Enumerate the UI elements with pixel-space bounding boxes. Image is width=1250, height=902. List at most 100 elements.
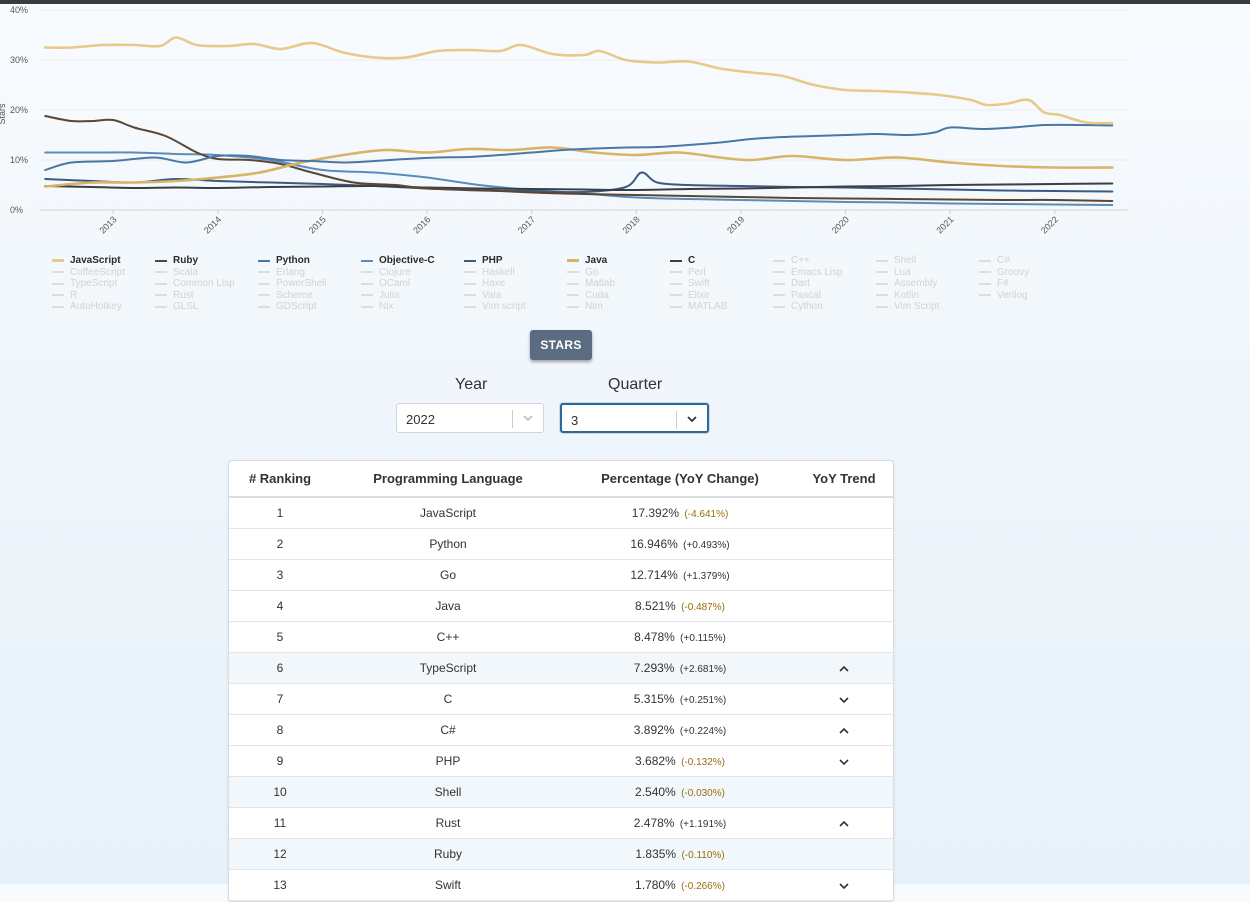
legend-item[interactable]: Java: [567, 255, 670, 267]
legend-label: Elixir: [688, 289, 710, 301]
legend-swatch: [979, 259, 991, 262]
legend-item[interactable]: Verilog: [979, 290, 1082, 302]
x-tick-label: 2016: [411, 214, 432, 235]
y-tick-label: 20%: [10, 105, 28, 115]
legend-item[interactable]: AutoHotkey: [52, 301, 155, 313]
percentage-value: 1.780%: [635, 878, 676, 892]
legend-item[interactable]: Kotlin: [876, 290, 979, 302]
legend-item[interactable]: Julia: [361, 290, 464, 302]
legend-item[interactable]: R: [52, 290, 155, 302]
percentage-cell: 5.315% (+0.251%): [565, 683, 795, 715]
legend-item[interactable]: Nix: [361, 301, 464, 313]
legend-item[interactable]: OCaml: [361, 278, 464, 290]
trend-cell: [795, 559, 893, 591]
legend-item[interactable]: Objective-C: [361, 255, 464, 267]
legend-label: R: [70, 289, 78, 301]
trend-cell: [795, 497, 893, 529]
legend-swatch: [464, 259, 476, 262]
legend-label: Rust: [173, 289, 194, 301]
legend-swatch: [979, 271, 991, 274]
legend-label: TypeScript: [70, 278, 118, 289]
series-line-javascript[interactable]: [43, 36, 1114, 125]
language-cell: TypeScript: [331, 652, 565, 684]
legend-item[interactable]: Go: [567, 267, 670, 279]
trend-cell: [795, 714, 893, 746]
language-cell: Swift: [331, 869, 565, 901]
legend-item[interactable]: Emacs Lisp: [773, 267, 876, 279]
legend-item[interactable]: Vala: [464, 290, 567, 302]
legend-item[interactable]: Elixir: [670, 290, 773, 302]
year-select-separator: [512, 410, 513, 428]
legend-item[interactable]: PHP: [464, 255, 567, 267]
legend-item[interactable]: Scheme: [258, 290, 361, 302]
x-tick-label: 2018: [620, 214, 641, 235]
series-line-python[interactable]: [44, 123, 1114, 171]
legend-item[interactable]: Perl: [670, 267, 773, 279]
legend-item[interactable]: CoffeeScript: [52, 267, 155, 279]
legend-item[interactable]: C++: [773, 255, 876, 267]
legend-item[interactable]: Erlang: [258, 267, 361, 279]
percentage-value: 8.478%: [634, 630, 675, 644]
language-cell: C: [331, 683, 565, 715]
legend-item[interactable]: Swift: [670, 278, 773, 290]
percentage-cell: 7.293% (+2.681%): [565, 652, 795, 684]
table-row: 7 C 5.315% (+0.251%): [229, 683, 893, 715]
legend-item[interactable]: PowerShell: [258, 278, 361, 290]
legend-item[interactable]: Cython: [773, 301, 876, 313]
legend-item[interactable]: C#: [979, 255, 1082, 267]
legend-item[interactable]: GDScript: [258, 301, 361, 313]
legend-label: Vala: [482, 289, 502, 301]
stars-button[interactable]: STARS: [530, 330, 592, 360]
chevron-down-icon[interactable]: [521, 411, 535, 425]
legend-item[interactable]: Assembly: [876, 278, 979, 290]
series-line-java[interactable]: [43, 146, 1114, 188]
legend-swatch: [773, 271, 785, 274]
legend-item[interactable]: Common Lisp: [155, 278, 258, 290]
series-line-c[interactable]: [44, 182, 1114, 192]
year-select[interactable]: 2022: [396, 403, 544, 433]
legend-item[interactable]: Pascal: [773, 290, 876, 302]
percentage-cell: 17.392% (-4.641%): [565, 497, 795, 529]
legend-label: Julia: [379, 289, 400, 301]
percentage-value: 17.392%: [631, 506, 680, 520]
legend-item[interactable]: Ruby: [155, 255, 258, 267]
y-tick-label: 30%: [10, 55, 28, 65]
language-cell: C++: [331, 621, 565, 653]
legend-item[interactable]: Dart: [773, 278, 876, 290]
legend-item[interactable]: MATLAB: [670, 301, 773, 313]
legend-item[interactable]: C: [670, 255, 773, 267]
legend-item[interactable]: Scala: [155, 267, 258, 279]
language-cell: Ruby: [331, 838, 565, 870]
rank-cell: 2: [229, 528, 331, 560]
legend-item[interactable]: Nim: [567, 301, 670, 313]
legend-item[interactable]: Haxe: [464, 278, 567, 290]
legend-item[interactable]: Lua: [876, 267, 979, 279]
quarter-select[interactable]: 3: [560, 403, 709, 433]
legend-swatch: [361, 305, 373, 308]
legend-item[interactable]: Groovy: [979, 267, 1082, 279]
legend-item[interactable]: Shell: [876, 255, 979, 267]
legend-swatch: [567, 294, 579, 297]
legend-item[interactable]: F#: [979, 278, 1082, 290]
legend-item[interactable]: TypeScript: [52, 278, 155, 290]
legend-item[interactable]: Rust: [155, 290, 258, 302]
legend-item[interactable]: Vim script: [464, 301, 567, 313]
legend-item[interactable]: Haskell: [464, 267, 567, 279]
legend-item[interactable]: Cuda: [567, 290, 670, 302]
series-line-ruby[interactable]: [44, 115, 1114, 202]
chevron-down-icon[interactable]: [685, 412, 699, 426]
legend-item[interactable]: Python: [258, 255, 361, 267]
legend-item[interactable]: Clojure: [361, 267, 464, 279]
percentage-value: 2.478%: [633, 816, 675, 830]
legend-item[interactable]: GLSL: [155, 301, 258, 313]
header-percentage[interactable]: Percentage (YoY Change): [565, 461, 795, 498]
legend-item[interactable]: JavaScript: [52, 255, 155, 267]
table-row: 8 C# 3.892% (+0.224%): [229, 714, 893, 746]
legend-item[interactable]: Matlab: [567, 278, 670, 290]
legend-swatch: [464, 271, 476, 274]
header-trend[interactable]: YoY Trend: [795, 461, 893, 498]
legend-item[interactable]: Vim Script: [876, 301, 979, 313]
legend-label: Matlab: [585, 278, 616, 289]
header-language[interactable]: Programming Language: [331, 461, 565, 498]
header-ranking[interactable]: # Ranking: [229, 461, 331, 498]
